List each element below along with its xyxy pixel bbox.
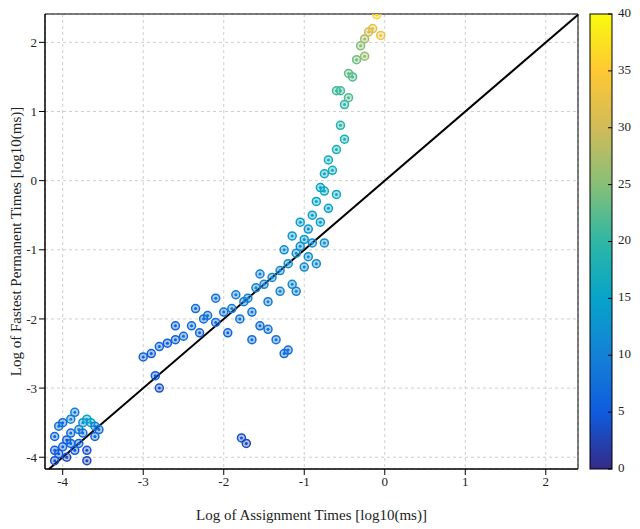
svg-text:2: 2 xyxy=(543,474,550,489)
svg-text:20: 20 xyxy=(618,232,631,247)
svg-text:0: 0 xyxy=(382,474,389,489)
svg-text:-3: -3 xyxy=(26,381,37,396)
svg-text:Log of Assignment Times [log10: Log of Assignment Times [log10(ms)] xyxy=(196,507,427,524)
svg-text:1: 1 xyxy=(462,474,469,489)
svg-text:-4: -4 xyxy=(57,474,68,489)
svg-text:40: 40 xyxy=(618,8,631,20)
svg-text:25: 25 xyxy=(618,176,631,191)
svg-text:2: 2 xyxy=(31,35,38,50)
svg-text:1: 1 xyxy=(31,104,38,119)
svg-text:35: 35 xyxy=(618,62,631,77)
svg-text:-1: -1 xyxy=(299,474,310,489)
svg-text:-2: -2 xyxy=(218,474,229,489)
svg-text:-1: -1 xyxy=(26,242,37,257)
svg-text:30: 30 xyxy=(618,119,631,134)
svg-text:10: 10 xyxy=(618,346,631,361)
svg-text:0: 0 xyxy=(618,460,625,475)
svg-text:-4: -4 xyxy=(26,450,37,465)
svg-text:0: 0 xyxy=(31,173,38,188)
svg-text:-3: -3 xyxy=(138,474,149,489)
svg-text:15: 15 xyxy=(618,289,631,304)
svg-text:5: 5 xyxy=(618,403,625,418)
svg-text:Log of Fastest Permanent Times: Log of Fastest Permanent Times [log10(ms… xyxy=(8,107,25,377)
svg-text:-2: -2 xyxy=(26,312,37,327)
